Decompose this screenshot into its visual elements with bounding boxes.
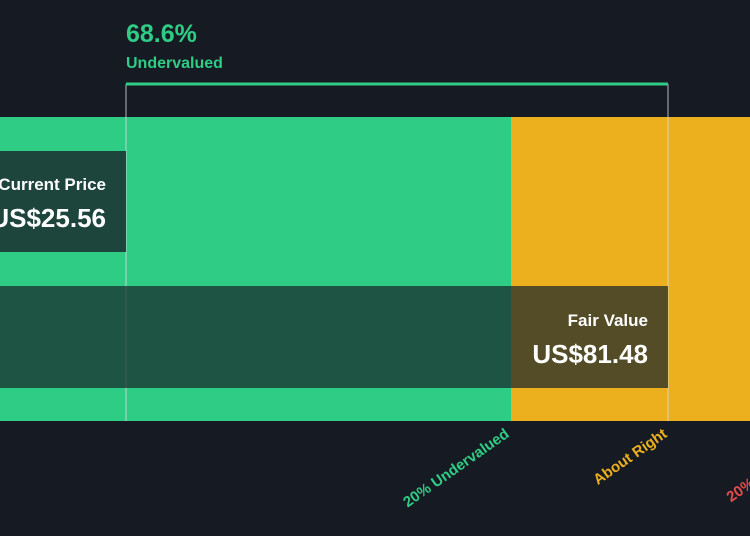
discount-percent: 68.6% — [126, 20, 197, 48]
current-price-label: Current Price — [0, 175, 106, 194]
fair-value-bar — [0, 286, 668, 388]
current-price-value: US$25.56 — [0, 203, 106, 233]
current-price-box — [0, 151, 126, 252]
fair-value-value: US$81.48 — [532, 339, 648, 369]
discount-label: Undervalued — [126, 55, 223, 72]
fair-value-label: Fair Value — [568, 311, 648, 330]
